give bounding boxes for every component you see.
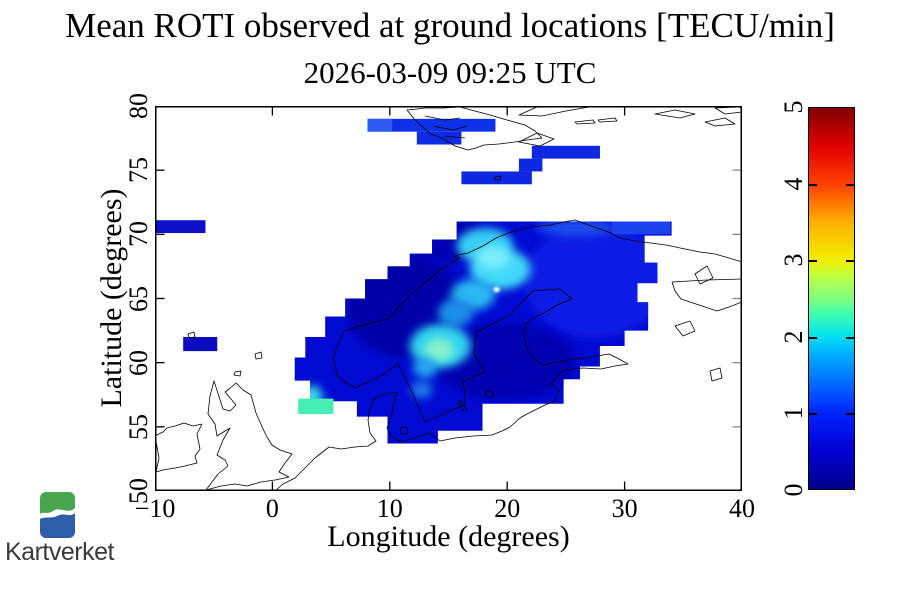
coast-ireland	[155, 422, 203, 473]
colorbar-tick-label: 5	[779, 100, 808, 114]
coast-bear-island	[493, 175, 502, 181]
coast-great-britain	[205, 380, 293, 491]
y-tick-label: 80	[124, 93, 153, 119]
map-plot	[155, 106, 742, 491]
coast-kvitoya	[597, 117, 618, 123]
x-axis-title: Longitude (degrees)	[327, 520, 570, 553]
kartverket-logo-text: Kartverket	[5, 538, 114, 566]
colorbar-tick-label: 1	[779, 406, 808, 420]
colorbar-tick-label: 4	[779, 177, 808, 191]
coast-kong-karls-land	[574, 119, 596, 125]
chart-title: Mean ROTI observed at ground locations […	[65, 6, 835, 45]
coast-spitsbergen	[406, 106, 543, 151]
coast-kanin	[694, 265, 714, 285]
roti-map-svg	[155, 106, 742, 491]
y-tick-label: 55	[124, 413, 153, 440]
coast-faroe	[187, 331, 196, 339]
colorbar-tick-label: 2	[779, 330, 808, 344]
x-tick-label: 0	[265, 494, 279, 523]
coast-white-sea	[671, 278, 742, 312]
axis-tick-layer	[155, 106, 742, 491]
coast-lake-e	[709, 367, 723, 382]
roti-data-layer	[155, 118, 672, 444]
x-tick-label: 10	[376, 494, 403, 523]
roti-bright-feature	[493, 286, 500, 293]
kartverket-logo-icon	[40, 492, 75, 538]
coast-edgeoya	[518, 132, 555, 147]
colorbar-tick-mark	[846, 336, 854, 339]
roti-bright-feature	[413, 357, 437, 379]
roti-cell	[461, 171, 532, 185]
chart-subtitle: 2026-03-09 09:25 UTC	[303, 55, 597, 90]
y-tick-label: 75	[124, 157, 153, 184]
coast-oland	[457, 399, 468, 412]
colorbar-tick-mark	[809, 184, 817, 187]
roti-cell	[298, 398, 334, 414]
x-tick-label: 30	[611, 494, 638, 523]
coast-gotland	[484, 389, 495, 399]
coast-lake-onega	[674, 320, 696, 337]
coast-mainland	[274, 219, 742, 491]
y-axis-title: Latitude (degrees)	[95, 188, 128, 408]
coast-arctic-islet-2	[704, 117, 736, 127]
x-tick-label: 20	[494, 494, 521, 523]
roti-cell	[416, 131, 462, 145]
roti-cell	[367, 118, 393, 132]
x-tick-label: 40	[729, 494, 755, 523]
roti-cell	[518, 158, 543, 172]
colorbar	[808, 107, 855, 490]
roti-bright-feature	[524, 222, 666, 339]
roti-bright-feature	[410, 380, 433, 399]
roti-cell	[367, 118, 496, 132]
coast-shetland	[254, 351, 263, 360]
colorbar-tick-mark	[809, 412, 817, 415]
roti-bright-feature	[423, 338, 455, 362]
coast-spitsbergen-fjord	[424, 115, 468, 139]
coast-orkney	[233, 370, 242, 377]
colorbar-tick-label: 0	[779, 483, 808, 497]
colorbar-tick-mark	[846, 260, 854, 263]
colorbar-tick-mark	[846, 184, 854, 187]
roti-cell	[155, 220, 206, 234]
roti-bright-feature	[476, 245, 510, 269]
roti-cell	[531, 145, 600, 159]
roti-cell	[183, 337, 218, 352]
logo-blue-wave	[40, 513, 75, 538]
colorbar-tick-mark	[809, 260, 817, 263]
roti-bright-feature	[437, 298, 474, 327]
coastline-layer	[155, 106, 742, 491]
y-tick-label: 50	[124, 478, 153, 504]
colorbar-tick-label: 3	[779, 253, 808, 267]
roti-cell	[611, 221, 671, 235]
colorbar-tick-mark	[809, 336, 817, 339]
colorbar-tick-mark	[846, 412, 854, 415]
plot-frame	[155, 106, 742, 491]
logo-green-wave	[40, 492, 75, 514]
x-tick-label: −10	[134, 494, 176, 523]
coast-arctic-islet-3	[714, 106, 742, 115]
coast-nordaustlandet	[518, 106, 590, 117]
roti-bright-feature	[535, 221, 616, 236]
coast-zealand	[399, 426, 409, 435]
coast-arctic-islet-1	[654, 109, 696, 119]
